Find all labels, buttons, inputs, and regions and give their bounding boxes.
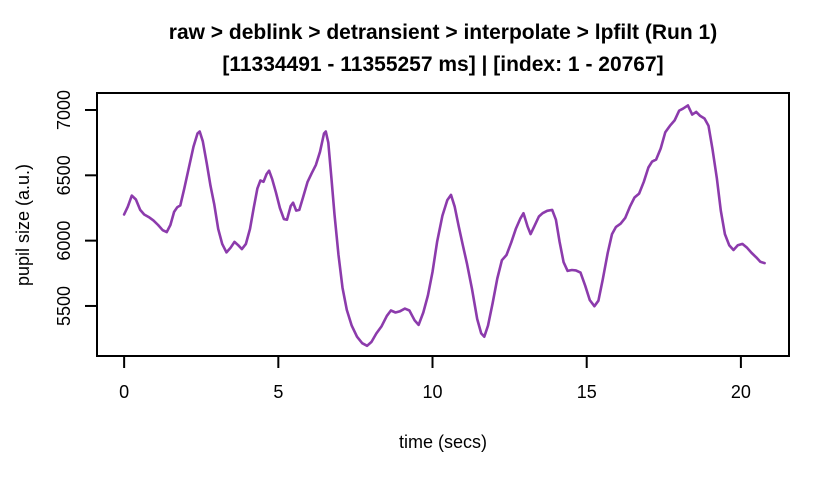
chart-title: raw > deblink > detransient > interpolat… [97,17,789,81]
x-tick-label: 0 [119,382,129,402]
y-tick-label: 5500 [54,286,74,326]
x-axis-label: time (secs) [398,432,487,452]
x-tick-label: 10 [422,382,442,402]
x-tick-label: 15 [577,382,597,402]
pupil-size-line [122,104,766,348]
x-tick-label: 20 [731,382,751,402]
y-tick-label: 6000 [54,221,74,261]
plot-border [96,92,790,357]
y-tick-label: 6500 [54,155,74,195]
chart-title-line2: [11334491 - 11355257 ms] | [index: 1 - 2… [222,53,664,76]
chart-title-line1: raw > deblink > detransient > interpolat… [168,21,718,44]
y-tick-label: 7000 [54,90,74,130]
x-tick-label: 5 [273,382,283,402]
